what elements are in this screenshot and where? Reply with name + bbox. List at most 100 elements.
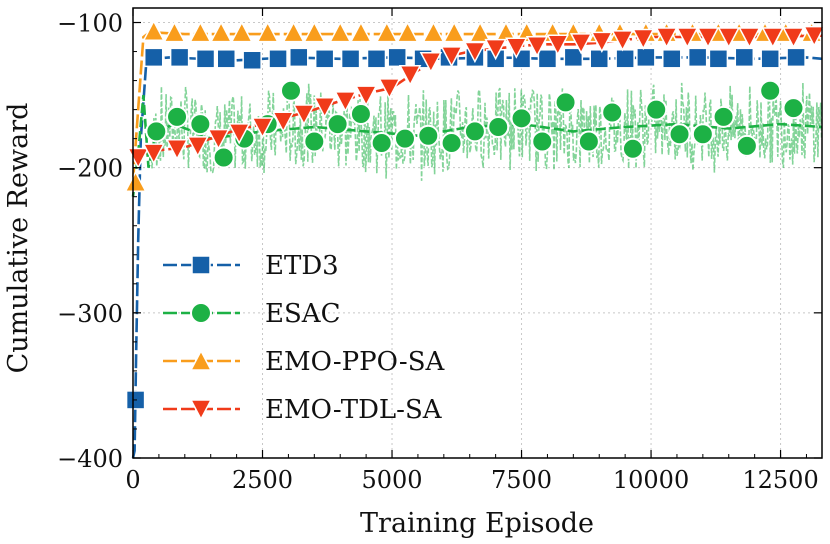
emo-tdl-sa-marker [696,27,720,49]
emo-ppo-sa-marker [142,19,165,41]
emo-tdl-sa-marker [207,128,230,151]
emo-ppo-sa-marker [494,21,518,43]
x-axis-label: Training Episode [360,508,594,539]
esac-marker [349,102,372,125]
y-tick-label: −300 [57,300,123,328]
etd3-marker [687,47,708,68]
esac-marker [759,79,782,102]
legend-label-etd3: ETD3 [265,251,339,281]
emo-ppo-sa-marker [230,21,254,43]
esac-marker [645,98,668,121]
esac-marker [601,101,624,124]
etd3-marker [662,49,682,69]
emo-tdl-sa-marker [419,51,443,74]
emo-tdl-sa-marker [590,31,614,53]
emo-ppo-sa-marker [422,21,445,43]
emo-tdl-sa-marker [440,46,463,68]
x-tick-label: 10000 [613,466,689,494]
grid [132,8,822,459]
x-tick-label: 2500 [232,466,293,494]
emo-tdl-sa-marker [505,37,528,59]
esac-marker [577,130,600,153]
emo-tdl-sa-marker [334,91,357,113]
esac-marker [280,79,303,102]
esac-marker [166,105,189,128]
emo-ppo-sa-marker [163,21,186,43]
esac-marker [621,137,644,160]
emo-tdl-sa-marker [126,147,150,170]
esac-line [131,94,823,197]
emo-tdl-sa-marker [186,136,209,158]
x-tick-label: 12500 [742,466,818,494]
etd3-marker [216,49,236,69]
emo-tdl-sa-marker [354,85,378,107]
emo-tdl-sa-marker [484,38,507,61]
emo-tdl-sa-marker [802,25,826,48]
esac-marker [531,130,554,153]
etd3-marker [589,49,609,69]
y-tick-label: −200 [57,155,123,183]
emo-ppo-sa-marker [303,21,326,43]
esac-marker [370,132,393,154]
etd3-marker [289,47,309,68]
esac-marker [735,134,758,157]
etd3-marker [314,49,335,69]
esac-marker [510,107,533,130]
emo-tdl-sa-marker [292,104,316,126]
esac-marker [189,113,212,136]
etd3-marker [268,49,288,69]
y-tick-label: −100 [57,10,123,38]
emo-tdl-sa-marker [142,143,165,165]
axis-ticks: 0 2500 5000 7500 10000 12500 −400 −300 −200 −100 [57,8,822,494]
emo-tdl-sa-marker [717,27,740,49]
etd3-marker [708,49,729,69]
emo-tdl-sa-marker [227,123,251,145]
legend-marker-emo-tdl-sa [189,399,213,421]
emo-ppo-sa-marker [189,21,212,43]
emo-ppo-sa-marker [375,21,399,43]
legend-marker-etd3 [191,255,211,275]
esac-marker [668,123,691,146]
etd3-marker [387,47,407,68]
emo-tdl-sa-marker [632,28,655,51]
etd3-marker [169,47,190,68]
esac-marker [393,127,416,150]
esac-marker [303,130,326,153]
series-markers [124,19,826,410]
emo-ppo-sa-marker [396,21,419,43]
x-tick-label: 7500 [491,466,552,494]
esac-marker [712,105,735,128]
emo-ppo-sa-marker [349,21,373,43]
emo-tdl-sa-marker [676,27,699,49]
emo-ppo-sa-marker [468,21,492,43]
etd3-marker [537,49,558,69]
esac-marker [487,116,510,139]
legend-label-emo-tdl-sa: EMO-TDL-SA [265,395,443,425]
x-tick-label: 0 [125,466,140,494]
esac-marker [463,120,486,143]
emo-tdl-sa-marker [165,139,189,161]
legend-label-emo-ppo-sa: EMO-PPO-SA [265,347,446,377]
etd3-marker [366,49,387,69]
legend: ETD3 ESAC EMO-PPO-SA EMO-TDL-SA [163,251,446,425]
plot-frame [132,7,823,459]
esac-marker [691,123,714,146]
etd3-marker [760,49,780,69]
legend-marker-esac [190,302,212,324]
x-tick-label: 5000 [361,466,422,494]
emo-tdl-sa-marker [463,41,487,64]
etd3-marker [195,49,216,69]
emo-tdl-sa-marker [378,78,401,100]
emo-ppo-sa-marker [256,21,279,43]
esac-marker [782,97,805,120]
etd3-marker [563,47,584,68]
esac-marker [554,91,577,114]
emo-tdl-sa-marker [738,27,761,49]
esac-marker [145,120,168,143]
emo-ppo-sa-marker [442,21,466,43]
emo-tdl-sa-marker [251,117,274,139]
emo-ppo-sa-marker [124,170,147,192]
etd3-marker [786,47,806,68]
emo-tdl-sa-marker [761,27,785,49]
